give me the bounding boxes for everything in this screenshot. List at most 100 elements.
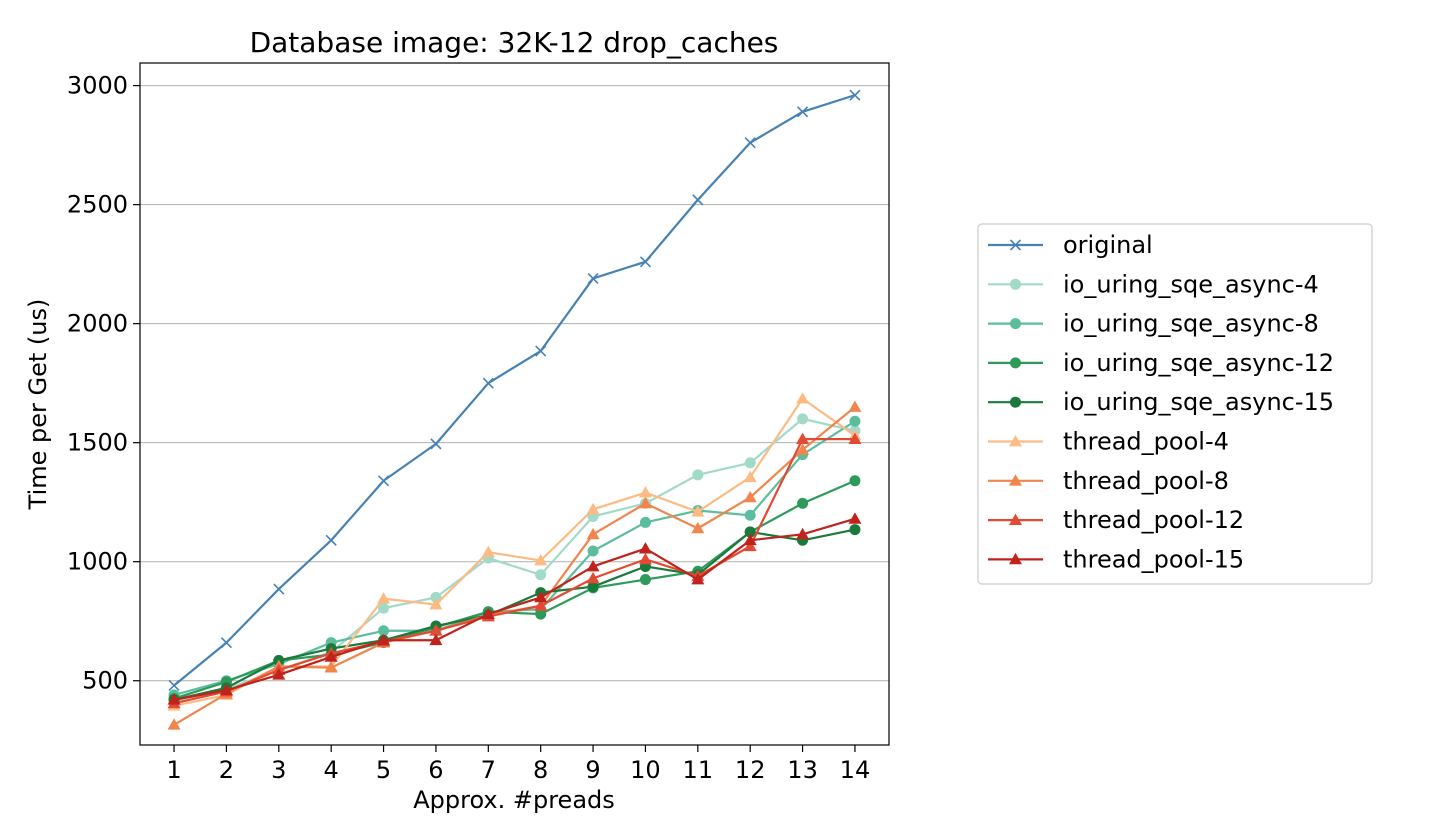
data-point-thread_pool-12-14: [848, 432, 862, 444]
data-point-io_uring_sqe_async-8-12: [744, 509, 756, 521]
data-point-io_uring_sqe_async-15-9: [587, 581, 599, 593]
data-point-original-10-stroke-b: [639, 256, 652, 268]
data-point-thread_pool-12-9: [586, 571, 600, 584]
data-point-original-2-stroke-b: [220, 637, 232, 649]
data-point-io_uring_sqe_async-4-11: [692, 469, 704, 481]
legend-swatch-marker-thread_pool-4: [1009, 435, 1022, 447]
legend-label-thread_pool-15: thread_pool-15: [1063, 545, 1244, 573]
legend-item-thread_pool-4: thread_pool-4: [988, 428, 1229, 456]
x-axis-label: Approx. #preads: [413, 786, 615, 814]
legend-item-thread_pool-15: thread_pool-15: [988, 545, 1244, 573]
legend-label-io_uring_sqe_async-15: io_uring_sqe_async-15: [1063, 388, 1334, 416]
data-point-original-9-stroke-b: [587, 272, 599, 284]
legend-swatch-marker-original-stroke-b: [1009, 239, 1022, 251]
data-point-thread_pool-15-12: [743, 533, 757, 546]
legend-item-thread_pool-12: thread_pool-12: [988, 506, 1244, 534]
data-point-original-7: [482, 377, 494, 389]
x-tick-label-2: 2: [219, 756, 234, 784]
data-point-thread_pool-4-11: [691, 505, 705, 517]
data-point-original-12-stroke-b: [744, 137, 756, 149]
data-point-thread_pool-15-13: [796, 527, 810, 540]
x-tick-label-8: 8: [533, 756, 548, 784]
legend-item-io_uring_sqe_async-4: io_uring_sqe_async-4: [988, 270, 1319, 298]
data-point-original-14-stroke-b: [849, 89, 861, 101]
data-point-io_uring_sqe_async-8-5: [378, 625, 390, 637]
data-point-io_uring_sqe_async-12-8: [535, 608, 547, 620]
y-tick-label-2000: 2000: [67, 310, 128, 338]
y-tick-label-1000: 1000: [67, 548, 128, 576]
legend-label-thread_pool-4: thread_pool-4: [1063, 428, 1229, 456]
legend-item-original: original: [988, 231, 1153, 259]
legend-label-thread_pool-8: thread_pool-8: [1063, 467, 1229, 495]
data-point-thread_pool-4-9: [586, 502, 600, 515]
y-tick-label-3000: 3000: [67, 72, 128, 100]
x-tick-label-10: 10: [630, 756, 661, 784]
data-point-thread_pool-8-11: [691, 521, 705, 534]
data-point-original-14: [849, 89, 861, 101]
chart-title: Database image: 32K-12 drop_caches: [250, 26, 779, 59]
data-point-thread_pool-8-4: [324, 661, 338, 673]
x-tick-label-13: 13: [787, 756, 818, 784]
data-point-thread_pool-15-5: [377, 633, 391, 646]
data-point-original-1: [168, 679, 180, 692]
legend-swatch-marker-io_uring_sqe_async-15: [1010, 396, 1021, 408]
data-point-original-11-stroke-b: [692, 194, 704, 206]
data-point-io_uring_sqe_async-4-8: [535, 569, 547, 581]
series-line-original: [173, 94, 856, 687]
data-point-thread_pool-4-8: [534, 554, 548, 566]
x-tick-label-1: 1: [166, 756, 181, 784]
grid-lines: [140, 85, 889, 682]
data-point-io_uring_sqe_async-15-12: [744, 526, 756, 538]
data-point-original-1-stroke-b: [168, 679, 180, 692]
data-point-original-8: [535, 345, 547, 357]
data-point-original-4: [325, 534, 337, 546]
data-point-io_uring_sqe_async-12-13: [797, 497, 809, 509]
x-tick-label-5: 5: [376, 756, 391, 784]
data-point-thread_pool-15-6: [429, 633, 443, 646]
legend-item-io_uring_sqe_async-8: io_uring_sqe_async-8: [988, 310, 1319, 338]
data-point-thread_pool-12-10: [638, 552, 652, 565]
data-point-thread_pool-15-14: [848, 512, 862, 524]
data-point-original-6-stroke-b: [430, 438, 442, 450]
legend-swatch-marker-io_uring_sqe_async-8: [1010, 318, 1021, 330]
data-point-thread_pool-4-12: [743, 470, 757, 483]
data-point-original-4-stroke-b: [325, 534, 337, 546]
data-point-original-5: [377, 475, 390, 487]
data-point-thread_pool-8-13: [796, 443, 810, 455]
plot-frame: [139, 62, 890, 746]
data-point-io_uring_sqe_async-4-13: [797, 413, 809, 425]
legend-label-io_uring_sqe_async-12: io_uring_sqe_async-12: [1063, 349, 1334, 377]
legend-label-original: original: [1063, 231, 1153, 259]
x-tick-label-4: 4: [324, 756, 339, 784]
data-point-thread_pool-4-5: [377, 592, 391, 604]
data-point-thread_pool-8-9: [586, 527, 600, 540]
data-point-io_uring_sqe_async-4-12: [744, 457, 756, 469]
series-line-io_uring_sqe_async-15: [173, 528, 856, 701]
y-axis-ticks: 500 1000 1500 2000 2500 3000: [67, 72, 140, 695]
data-point-thread_pool-12-13: [796, 432, 810, 444]
data-point-original-3-stroke-b: [273, 583, 285, 595]
legend-swatch-marker-io_uring_sqe_async-4: [1010, 278, 1021, 290]
y-tick-label-1500: 1500: [67, 429, 128, 457]
legend-swatch-marker-original: [1009, 239, 1022, 251]
data-point-io_uring_sqe_async-4-5: [378, 602, 390, 614]
x-tick-label-7: 7: [481, 756, 496, 784]
series-thread_pool-15: [167, 512, 862, 705]
data-point-thread_pool-12-6: [429, 624, 443, 636]
y-tick-label-500: 500: [82, 667, 128, 695]
legend-swatch-marker-thread_pool-12: [1009, 513, 1022, 525]
data-point-thread_pool-8-1: [167, 718, 181, 730]
data-point-original-13-stroke-b: [797, 106, 809, 118]
series-original: [168, 89, 861, 692]
series-io_uring_sqe_async-15: [168, 524, 861, 706]
x-tick-label-12: 12: [735, 756, 766, 784]
data-point-original-13: [797, 106, 809, 118]
y-tick-label-2500: 2500: [67, 191, 128, 219]
legend-label-io_uring_sqe_async-4: io_uring_sqe_async-4: [1063, 270, 1319, 298]
data-point-original-10: [639, 256, 652, 268]
data-point-original-9: [587, 272, 599, 284]
data-point-thread_pool-15-8: [534, 590, 548, 603]
data-point-io_uring_sqe_async-12-14: [849, 475, 861, 487]
data-point-io_uring_sqe_async-12-10: [639, 574, 651, 586]
